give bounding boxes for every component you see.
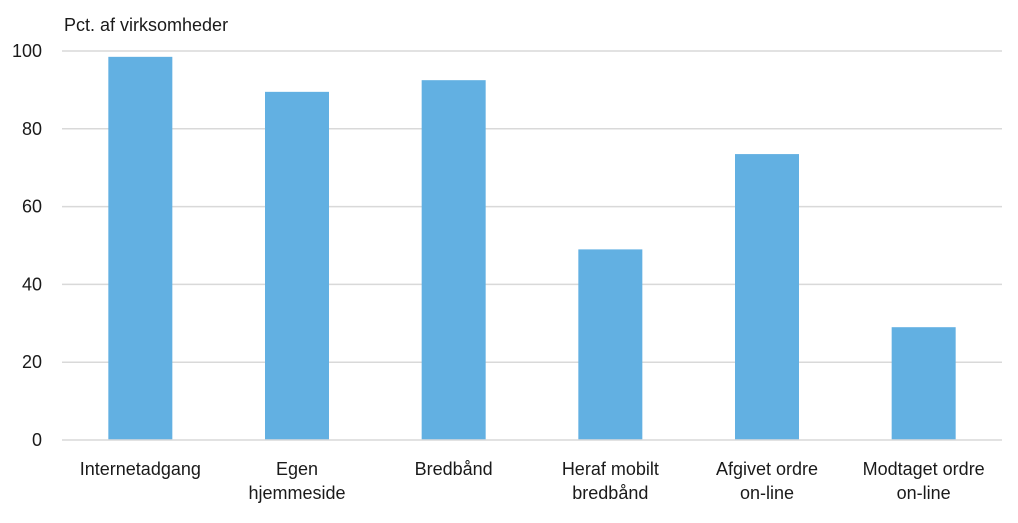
y-tick-label: 40 <box>22 274 42 294</box>
gridlines <box>62 50 1002 363</box>
category-labels: Internetadgang Egen hjemmeside Bredbånd Hera… <box>80 459 985 503</box>
category-label: Modtaget ordre on-line <box>863 459 985 503</box>
category-label-line: on-line <box>740 483 794 503</box>
category-label-line: Afgivet ordre <box>716 459 818 479</box>
category-label-line: Modtaget ordre <box>863 459 985 479</box>
y-tick-label: 0 <box>32 430 42 450</box>
category-label-line: on-line <box>897 483 951 503</box>
y-tick-label: 80 <box>22 119 42 139</box>
category-label: Internetadgang <box>80 459 201 479</box>
category-label-line: Bredbånd <box>415 459 493 479</box>
category-label: Heraf mobilt bredbånd <box>562 459 659 503</box>
category-label: Afgivet ordre on-line <box>716 459 818 503</box>
category-label: Bredbånd <box>415 459 493 479</box>
bar <box>108 56 173 441</box>
bar <box>735 154 799 440</box>
bar <box>265 91 329 440</box>
category-label-line: Egen <box>276 459 318 479</box>
category-label-line: hjemmeside <box>248 483 345 503</box>
y-tick-label: 20 <box>22 352 42 372</box>
y-axis-label: Pct. af virksomheder <box>64 15 228 35</box>
bar <box>578 249 643 440</box>
category-label-line: Heraf mobilt <box>562 459 659 479</box>
category-label-line: bredbånd <box>572 483 648 503</box>
y-tick-labels: 0 20 40 60 80 100 <box>12 41 42 450</box>
category-label-line: Internetadgang <box>80 459 201 479</box>
y-tick-label: 60 <box>22 197 42 217</box>
category-label: Egen hjemmeside <box>248 459 345 503</box>
bars <box>108 56 956 441</box>
bar <box>891 327 956 440</box>
bar <box>421 80 486 441</box>
y-tick-label: 100 <box>12 41 42 61</box>
